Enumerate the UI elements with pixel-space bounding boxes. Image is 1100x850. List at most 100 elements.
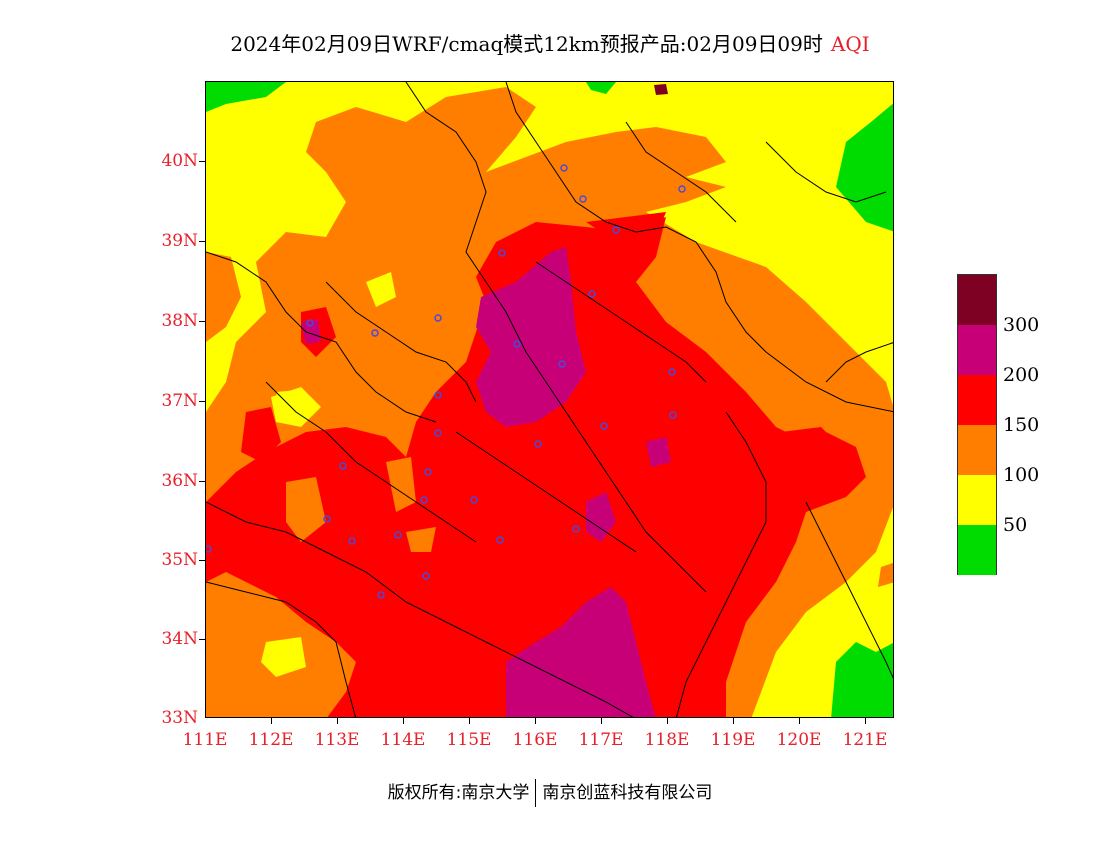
legend-label-300: 300 <box>1003 314 1040 336</box>
lat-label-36n: 36N <box>161 471 198 491</box>
very-unhealthy-area-south <box>506 587 656 717</box>
station-marker <box>348 537 356 545</box>
station-marker <box>534 440 542 448</box>
lon-label-111e: 111E <box>182 730 228 750</box>
lat-label-35n: 35N <box>161 550 198 570</box>
usg-pocket-1 <box>386 457 416 512</box>
station-marker <box>206 545 212 553</box>
station-marker <box>394 531 402 539</box>
boundary-line <box>825 342 893 383</box>
legend-swatch-moderate <box>958 475 996 525</box>
lat-tick <box>199 639 205 640</box>
legend-swatch-unhealthy <box>958 375 996 425</box>
lon-tick <box>403 718 404 724</box>
unhealthy-area-north <box>586 212 666 242</box>
station-marker <box>669 411 677 419</box>
lat-tick <box>199 481 205 482</box>
lat-tick <box>199 560 205 561</box>
lon-label-114e: 114E <box>380 730 426 750</box>
aqi-legend <box>957 274 997 575</box>
boundary-line <box>206 581 356 717</box>
lon-label-113e: 113E <box>314 730 360 750</box>
unhealthy-area-west <box>241 407 281 462</box>
station-marker <box>339 462 347 470</box>
boundary-line <box>405 82 707 593</box>
good-area-n <box>586 82 616 94</box>
station-marker <box>424 468 432 476</box>
lat-label-37n: 37N <box>161 391 198 411</box>
lat-tick <box>199 321 205 322</box>
boundary-line <box>455 431 637 553</box>
legend-swatch-usg <box>958 425 996 475</box>
station-marker <box>560 164 568 172</box>
legend-swatch-very-unhealthy <box>958 325 996 375</box>
lat-label-34n: 34N <box>161 629 198 649</box>
very-unhealthy-area-mid <box>586 492 616 542</box>
station-marker <box>306 319 314 327</box>
station-marker <box>496 536 504 544</box>
boundary-line <box>676 411 767 717</box>
legend-swatch-hazardous <box>958 275 996 325</box>
lat-tick <box>199 241 205 242</box>
lat-label-38n: 38N <box>161 311 198 331</box>
boundary-line <box>325 281 477 403</box>
lat-tick <box>199 401 205 402</box>
lon-tick <box>799 718 800 724</box>
station-marker <box>470 496 478 504</box>
boundary-line <box>206 251 437 423</box>
legend-swatch-good <box>958 525 996 575</box>
stations <box>206 164 686 599</box>
moderate-pocket-3 <box>366 272 396 307</box>
station-marker <box>579 195 587 203</box>
lon-label-117e: 117E <box>578 730 624 750</box>
very-unhealthy-area-west <box>301 319 321 344</box>
lon-label-115e: 115E <box>446 730 492 750</box>
station-marker <box>420 496 428 504</box>
title-variable: AQI <box>830 32 870 56</box>
boundary-line <box>765 141 887 203</box>
good-area-nw <box>206 82 286 112</box>
boundary-line <box>505 82 893 413</box>
lon-tick <box>337 718 338 724</box>
map-title: 2024年02月09日WRF/cmaq模式12km预报产品:02月09日09时 A… <box>0 28 1100 57</box>
legend-label-100: 100 <box>1003 464 1040 486</box>
boundary-line <box>625 121 737 223</box>
legend-label-200: 200 <box>1003 364 1040 386</box>
lon-label-121e: 121E <box>842 730 888 750</box>
boundary-line <box>265 381 477 543</box>
lon-label-120e: 120E <box>776 730 822 750</box>
usg-area-coast <box>878 563 893 587</box>
lat-label-40n: 40N <box>161 151 198 171</box>
moderate-pocket-2 <box>261 637 306 677</box>
lon-tick <box>271 718 272 724</box>
station-marker <box>612 226 620 234</box>
station-marker <box>377 591 385 599</box>
aqi-field <box>206 82 893 717</box>
aqi-map <box>205 81 894 718</box>
lon-tick <box>865 718 866 724</box>
usg-pocket-2 <box>286 477 326 542</box>
station-marker <box>498 249 506 257</box>
station-marker <box>668 368 676 376</box>
lon-tick <box>667 718 668 724</box>
copyright-right: 南京创蓝科技有限公司 <box>542 783 713 803</box>
copyright-left: 版权所有:南京大学 <box>387 783 530 803</box>
station-marker <box>513 340 521 348</box>
footer-divider <box>535 779 537 807</box>
usg-area-north <box>331 117 381 157</box>
station-marker <box>434 314 442 322</box>
boundary-line <box>535 261 707 383</box>
very-unhealthy-area-north <box>476 247 586 427</box>
hazardous-spot <box>654 84 668 95</box>
station-marker <box>558 360 566 368</box>
station-marker <box>422 572 430 580</box>
station-marker <box>588 290 596 298</box>
title-text: 2024年02月09日WRF/cmaq模式12km预报产品:02月09日09时 <box>230 32 823 56</box>
lat-label-33n: 33N <box>161 708 198 728</box>
lon-label-112e: 112E <box>248 730 294 750</box>
lon-tick <box>469 718 470 724</box>
station-marker <box>371 329 379 337</box>
station-marker <box>600 422 608 430</box>
very-unhealthy-area-east <box>646 437 671 467</box>
copyright-footer: 版权所有:南京大学 南京创蓝科技有限公司 <box>0 778 1100 807</box>
